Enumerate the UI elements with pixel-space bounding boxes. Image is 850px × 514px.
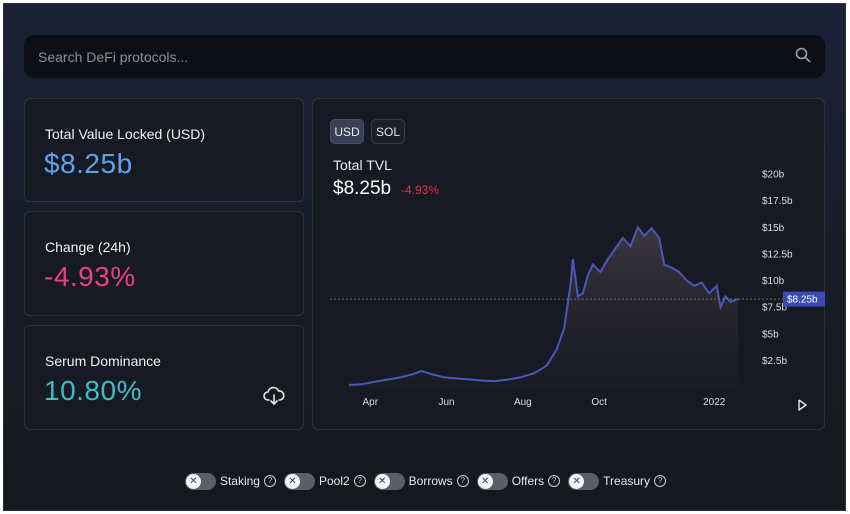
- dominance-label: Serum Dominance: [45, 353, 161, 369]
- filter-label: Treasury: [603, 474, 651, 488]
- y-tick-label: $10b: [762, 276, 785, 287]
- tvl-card: Total Value Locked (USD) $8.25b: [24, 98, 304, 202]
- filter-label: Pool2: [318, 474, 350, 488]
- y-tick-label: $5b: [762, 329, 779, 340]
- filter-staking[interactable]: ✕ Staking ?: [184, 472, 276, 490]
- close-icon: ✕: [284, 473, 300, 489]
- chart-change: -4.93%: [401, 183, 440, 197]
- filter-label: Offers: [511, 474, 545, 488]
- filter-label: Borrows: [408, 474, 453, 488]
- close-icon: ✕: [477, 473, 493, 489]
- current-value-marker: $8.25b: [783, 291, 825, 307]
- filter-borrows[interactable]: ✕ Borrows ?: [373, 472, 469, 490]
- help-icon[interactable]: ?: [263, 475, 276, 487]
- tvl-chart-card: USD SOL Total TVL $8.25b -4.93% $2.5b $5b…: [312, 98, 825, 430]
- filter-pool2[interactable]: ✕ Pool2 ?: [283, 472, 366, 490]
- y-tick-label: $7.5b: [762, 303, 787, 314]
- close-icon: ✕: [569, 473, 585, 489]
- filter-bar: ✕ Staking ? ✕ Pool2 ? ✕ Borrows ? ✕ Offe…: [4, 469, 847, 493]
- current-value-label: $8.25b: [787, 295, 818, 306]
- currency-sol-button[interactable]: SOL: [371, 119, 405, 144]
- y-tick-label: $17.5b: [762, 196, 793, 207]
- tvl-line: [348, 225, 739, 386]
- x-tick-label: Jun: [439, 397, 455, 408]
- close-icon: ✕: [374, 473, 390, 489]
- staking-toggle[interactable]: ✕: [184, 472, 216, 490]
- dominance-card: Serum Dominance 10.80%: [24, 325, 304, 430]
- y-tick-label: $2.5b: [762, 356, 787, 367]
- change-value: -4.93%: [44, 261, 136, 292]
- borrows-toggle[interactable]: ✕: [373, 472, 405, 490]
- tvl-area: [349, 227, 738, 387]
- help-icon[interactable]: ?: [548, 475, 561, 487]
- tvl-area-chart[interactable]: $2.5b $5b $7.5b $10b $12.5b $15b $17.5b $20b Ap…: [313, 99, 826, 431]
- dominance-value: 10.80%: [44, 375, 142, 406]
- play-icon[interactable]: [798, 399, 807, 411]
- download-icon[interactable]: [263, 386, 285, 411]
- change-label: Change (24h): [45, 239, 131, 255]
- filter-treasury[interactable]: ✕ Treasury ?: [568, 472, 667, 490]
- chart-value: $8.25b: [333, 178, 392, 199]
- filter-offers[interactable]: ✕ Offers ?: [476, 472, 561, 490]
- search-icon[interactable]: [795, 47, 811, 68]
- x-tick-label: Aug: [514, 397, 532, 408]
- close-icon: ✕: [185, 473, 201, 489]
- search-bar: [24, 35, 825, 78]
- y-tick-label: $12.5b: [762, 249, 793, 260]
- x-tick-label: Apr: [362, 397, 378, 408]
- x-tick-label: Oct: [591, 397, 607, 408]
- x-tick-label: 2022: [703, 397, 726, 408]
- app-frame: Total Value Locked (USD) $8.25b Change (…: [3, 3, 846, 511]
- currency-usd-button[interactable]: USD: [330, 119, 364, 144]
- help-icon[interactable]: ?: [353, 475, 366, 487]
- chart-title: Total TVL: [333, 157, 392, 173]
- help-icon[interactable]: ?: [654, 475, 667, 487]
- help-icon[interactable]: ?: [456, 475, 469, 487]
- change-card: Change (24h) -4.93%: [24, 211, 304, 316]
- y-tick-label: $15b: [762, 223, 785, 234]
- tvl-label: Total Value Locked (USD): [45, 126, 206, 142]
- search-input[interactable]: [24, 35, 798, 78]
- treasury-toggle[interactable]: ✕: [568, 472, 600, 490]
- filter-label: Staking: [219, 474, 260, 488]
- y-tick-label: $20b: [762, 170, 785, 181]
- tvl-value: $8.25b: [44, 148, 133, 179]
- pool2-toggle[interactable]: ✕: [283, 472, 315, 490]
- offers-toggle[interactable]: ✕: [476, 472, 508, 490]
